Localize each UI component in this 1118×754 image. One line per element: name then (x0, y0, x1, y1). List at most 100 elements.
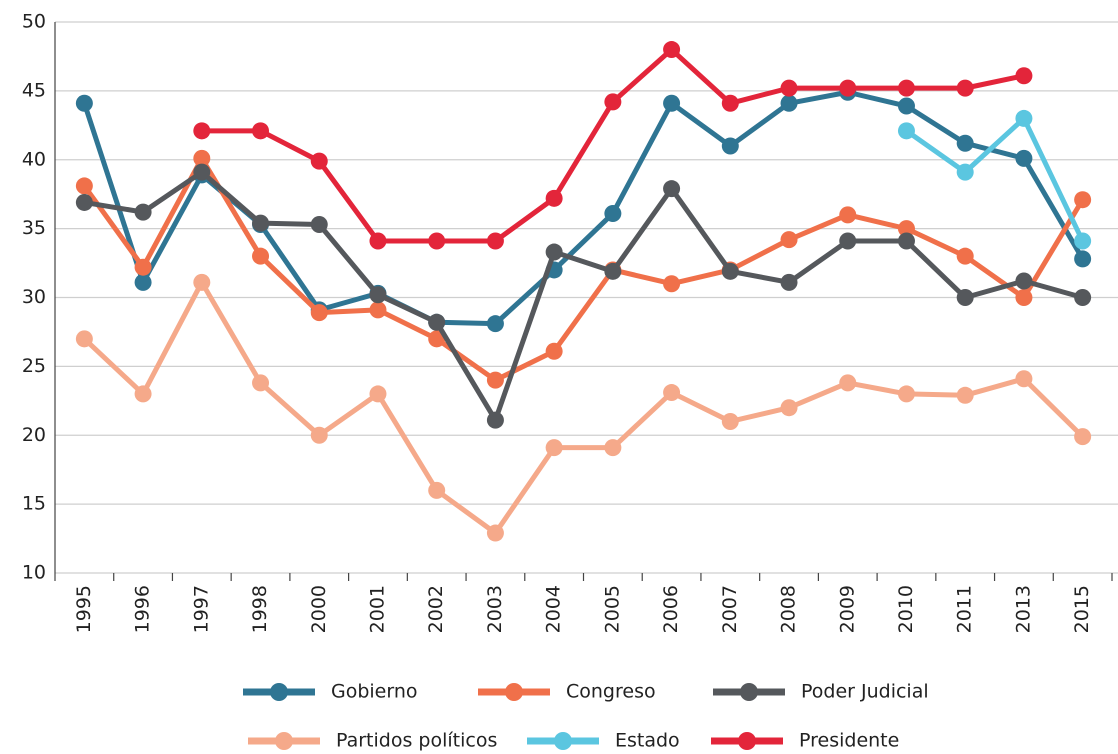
point (310, 215, 328, 233)
legend-marker (738, 732, 756, 750)
point (486, 371, 504, 389)
point (1074, 232, 1092, 250)
y-tick-label: 50 (22, 11, 46, 33)
legend-marker (554, 732, 572, 750)
point (545, 243, 563, 261)
point (897, 220, 915, 238)
legend-marker (275, 732, 293, 750)
point (956, 134, 974, 152)
point (1015, 149, 1033, 167)
point (839, 374, 857, 392)
point (75, 330, 93, 348)
point (428, 232, 446, 250)
point (134, 385, 152, 403)
point (1015, 109, 1033, 127)
point (75, 177, 93, 195)
x-tick-label: 2001 (366, 585, 388, 633)
point (369, 232, 387, 250)
y-tick-label: 35 (22, 217, 46, 239)
point (604, 262, 622, 280)
point (369, 385, 387, 403)
point (780, 79, 798, 97)
point (486, 232, 504, 250)
y-tick-label: 40 (22, 148, 46, 170)
y-tick-label: 25 (22, 355, 46, 377)
point (604, 439, 622, 457)
x-tick-label: 2003 (484, 585, 506, 633)
point (75, 193, 93, 211)
y-tick-label: 10 (22, 562, 46, 584)
point (839, 79, 857, 97)
x-tick-label: 2011 (954, 585, 976, 633)
legend-label: Estado (615, 730, 680, 752)
y-tick-label: 45 (22, 79, 46, 101)
point (663, 94, 681, 112)
point (75, 94, 93, 112)
legend-marker (505, 683, 523, 701)
point (545, 189, 563, 207)
y-tick-label: 20 (22, 424, 46, 446)
point (721, 262, 739, 280)
series-line (82, 155, 1085, 383)
point (486, 315, 504, 333)
point (839, 232, 857, 250)
series-line (82, 279, 1085, 536)
point (252, 214, 270, 232)
point (721, 137, 739, 155)
legend-label: Congreso (566, 681, 656, 703)
point (780, 231, 798, 249)
point (956, 386, 974, 404)
point (428, 313, 446, 331)
x-tick-label: 2000 (308, 585, 330, 633)
point (193, 273, 211, 291)
point (663, 41, 681, 59)
point (369, 301, 387, 319)
legend-label: Poder Judicial (801, 681, 929, 703)
point (956, 163, 974, 181)
x-tick-label: 1995 (73, 585, 95, 633)
x-tick-label: 2008 (778, 585, 800, 633)
point (663, 275, 681, 293)
point (897, 122, 915, 140)
point (604, 204, 622, 222)
point (134, 203, 152, 221)
x-tick-label: 2009 (836, 585, 858, 633)
point (1074, 428, 1092, 446)
legend-label: Gobierno (331, 681, 418, 703)
point (956, 247, 974, 265)
x-tick-label: 2013 (1012, 585, 1034, 633)
point (428, 481, 446, 499)
point (897, 79, 915, 97)
point (428, 330, 446, 348)
point (193, 122, 211, 140)
point (486, 411, 504, 429)
point (897, 385, 915, 403)
x-tick-label: 2004 (543, 585, 565, 633)
point (604, 93, 622, 111)
point (1015, 370, 1033, 388)
x-tick-label: 2007 (719, 585, 741, 633)
point (839, 206, 857, 224)
point (545, 342, 563, 360)
point (545, 439, 563, 457)
point (663, 384, 681, 402)
x-tick-label: 1997 (190, 585, 212, 633)
point (897, 97, 915, 115)
x-tick-label: 2010 (895, 585, 917, 633)
series-line (83, 169, 1084, 423)
point (721, 412, 739, 430)
series-line (905, 115, 1085, 243)
point (1015, 289, 1033, 306)
point (780, 94, 798, 112)
x-tick-label: 2005 (601, 585, 623, 633)
point (252, 247, 270, 265)
x-tick-label: 2006 (660, 585, 682, 633)
legend-label: Partidos políticos (336, 730, 497, 752)
point (310, 426, 328, 444)
point (956, 289, 974, 306)
point (134, 273, 152, 291)
x-tick-label: 1998 (249, 585, 271, 633)
point (486, 524, 504, 542)
point (721, 94, 739, 112)
